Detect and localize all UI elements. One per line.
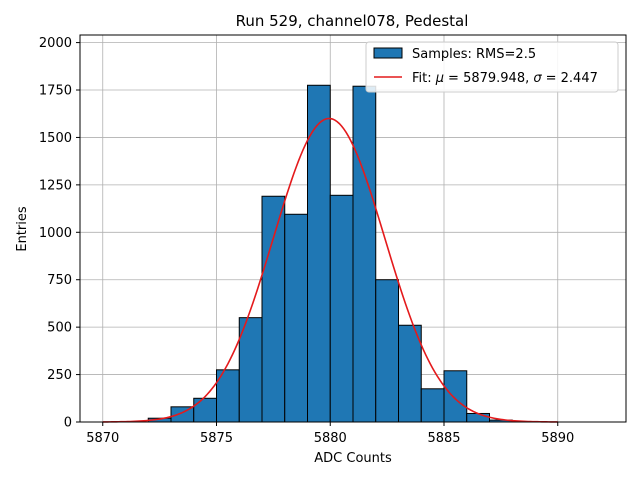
histogram-bar	[443, 370, 468, 423]
legend-box	[365, 41, 619, 93]
y-tick-label: 2000	[39, 36, 72, 51]
y-tick-label: 250	[47, 368, 72, 383]
histogram-bar	[238, 317, 263, 423]
y-axis-label: Entries	[15, 206, 30, 252]
plot-frame	[79, 34, 627, 423]
fit-sigma-symbol: σ	[533, 71, 542, 86]
histogram-bar	[329, 194, 354, 423]
x-tick-label: 5890	[541, 431, 574, 446]
x-tick-label: 5870	[86, 431, 119, 446]
chart-title: Run 529, channel078, Pedestal	[236, 12, 469, 30]
legend-label-fit: Fit: μ = 5879.948, σ = 2.447	[412, 71, 598, 86]
fit-mu-value: = 5879.948,	[448, 71, 533, 86]
histogram-bar	[352, 85, 377, 423]
legend-swatch-samples	[373, 47, 403, 59]
histogram-bars	[147, 84, 513, 423]
histogram-bar	[261, 195, 286, 423]
histogram-bar	[193, 397, 217, 423]
x-tick-label: 5875	[200, 431, 233, 446]
histogram-bar	[375, 279, 399, 423]
legend: Samples: RMS=2.5 Fit: μ = 5879.948, σ = 2.…	[365, 41, 619, 93]
fit-mu-symbol: μ	[435, 71, 444, 86]
histogram-bar	[284, 213, 308, 423]
y-axis-ticks: 0 250 500 750 1000 1250 1500 1750 2000	[39, 36, 80, 431]
y-tick-label: 500	[47, 321, 72, 336]
histogram-bar	[398, 324, 422, 423]
histogram-bar	[420, 388, 445, 423]
fit-curve-layer	[102, 117, 558, 423]
y-tick-label: 1750	[39, 84, 72, 99]
x-tick-label: 5880	[314, 431, 347, 446]
x-tick-label: 5885	[427, 431, 460, 446]
x-axis-ticks: 5870 5875 5880 5885 5890	[86, 422, 574, 446]
y-tick-label: 1500	[39, 131, 72, 146]
fit-label-prefix: Fit:	[412, 71, 436, 86]
fit-sigma-value: = 2.447	[546, 71, 598, 86]
y-tick-label: 0	[64, 416, 72, 431]
y-tick-label: 1250	[39, 178, 72, 193]
y-tick-label: 1000	[39, 226, 72, 241]
fit-curve	[102, 117, 558, 423]
y-tick-label: 750	[47, 273, 72, 288]
histogram-bar	[466, 412, 490, 423]
x-axis-label: ADC Counts	[314, 451, 392, 466]
legend-label-samples: Samples: RMS=2.5	[412, 47, 536, 62]
